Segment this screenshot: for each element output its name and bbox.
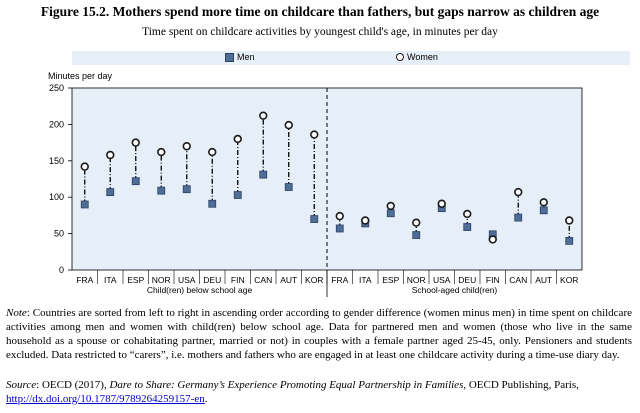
point-women — [463, 209, 472, 219]
point-women — [157, 147, 166, 157]
y-tick-label: 250 — [49, 83, 64, 93]
point-men — [284, 183, 293, 191]
x-tick-label: DEU — [458, 275, 476, 285]
x-tick-label: FIN — [231, 275, 245, 285]
point-men — [514, 213, 523, 222]
x-tick-label: FIN — [486, 275, 500, 285]
point-men — [80, 200, 89, 209]
point-women — [335, 211, 344, 221]
point-men — [259, 170, 268, 179]
point-men — [131, 177, 140, 186]
figure-title: Figure 15.2. Mothers spend more time on … — [40, 4, 600, 19]
figure-subtitle: Time spent on childcare activities by yo… — [142, 26, 498, 38]
women-marker-icon — [396, 53, 404, 61]
figure-note: Note: Countries are sorted from left to … — [6, 306, 632, 362]
x-tick-label: CAN — [254, 275, 272, 285]
x-tick-label: ITA — [359, 275, 372, 285]
source-end: . — [204, 393, 208, 405]
legend-label-women: Women — [407, 52, 438, 62]
x-tick-label: DEU — [203, 275, 221, 285]
point-women — [131, 138, 140, 147]
point-men — [106, 188, 115, 197]
point-women — [310, 130, 319, 139]
point-women — [361, 216, 370, 225]
point-men — [310, 215, 319, 223]
point-women — [539, 198, 548, 207]
legend-item-men: Men — [225, 52, 255, 62]
x-tick-label: KOR — [305, 275, 323, 285]
chart-svg: 0 50 100 150 200 250 FRA ITA ESP NOR USA DEU FIN CAN A… — [49, 83, 583, 297]
point-women — [208, 147, 217, 157]
men-marker-icon — [225, 52, 234, 62]
point-men — [539, 206, 548, 215]
legend-label-men: Men — [237, 52, 255, 62]
x-tick-label: USA — [178, 275, 196, 285]
y-axis-label: Minutes per day — [48, 71, 113, 81]
point-men — [463, 223, 472, 231]
x-tick-label: AUT — [280, 275, 297, 285]
y-tick-label: 200 — [49, 119, 64, 129]
point-women — [412, 218, 421, 227]
y-tick-label: 150 — [49, 156, 64, 166]
point-women — [437, 199, 446, 208]
x-tick-label: NOR — [152, 275, 171, 285]
x-tick-label: FRA — [76, 275, 93, 285]
point-men — [233, 191, 242, 199]
x-tick-label: ESP — [382, 275, 399, 285]
figure-source: Source: OECD (2017), Dare to Share: Germ… — [6, 378, 632, 406]
x-tick-label: FRA — [331, 275, 348, 285]
x-tick-label: NOR — [407, 275, 426, 285]
x-tick-label: CAN — [509, 275, 527, 285]
chart-legend: Men Women — [72, 51, 630, 65]
point-women — [386, 201, 395, 211]
point-women — [488, 235, 497, 244]
point-women — [80, 162, 89, 171]
source-prefix: : OECD (2017), — [36, 379, 110, 391]
note-label: Note — [6, 307, 27, 319]
point-women — [284, 120, 293, 130]
x-tick-label: ESP — [127, 275, 144, 285]
x-tick-label: ITA — [104, 275, 117, 285]
point-women — [182, 142, 191, 151]
source-publication-title: Dare to Share: Germany’s Experience Prom… — [109, 379, 464, 391]
x-tick-label: KOR — [560, 275, 578, 285]
y-tick-label: 0 — [59, 265, 64, 275]
source-label: Source — [6, 379, 37, 391]
point-women — [565, 216, 574, 225]
point-men — [208, 199, 217, 208]
y-tick-label: 100 — [49, 192, 64, 202]
point-women — [514, 187, 523, 197]
point-men — [182, 185, 191, 194]
point-women — [233, 134, 242, 144]
point-women — [106, 150, 115, 160]
point-women — [259, 111, 268, 120]
x-tick-label: AUT — [535, 275, 552, 285]
point-men — [565, 236, 574, 245]
x-tick-label: USA — [433, 275, 451, 285]
y-tick-label: 50 — [54, 229, 64, 239]
legend-item-women: Women — [396, 52, 438, 62]
point-men — [412, 231, 421, 239]
note-text: : Countries are sorted from left to righ… — [6, 307, 632, 361]
point-men — [386, 209, 395, 218]
point-men — [157, 186, 166, 195]
panel-label: School-aged child(ren) — [412, 285, 498, 295]
point-men — [335, 224, 344, 233]
source-doi-link[interactable]: http://dx.doi.org/10.1787/9789264259157-… — [6, 393, 205, 405]
panel-label: Child(ren) below school age — [147, 285, 253, 295]
source-suffix: , OECD Publishing, Paris, — [463, 379, 579, 391]
